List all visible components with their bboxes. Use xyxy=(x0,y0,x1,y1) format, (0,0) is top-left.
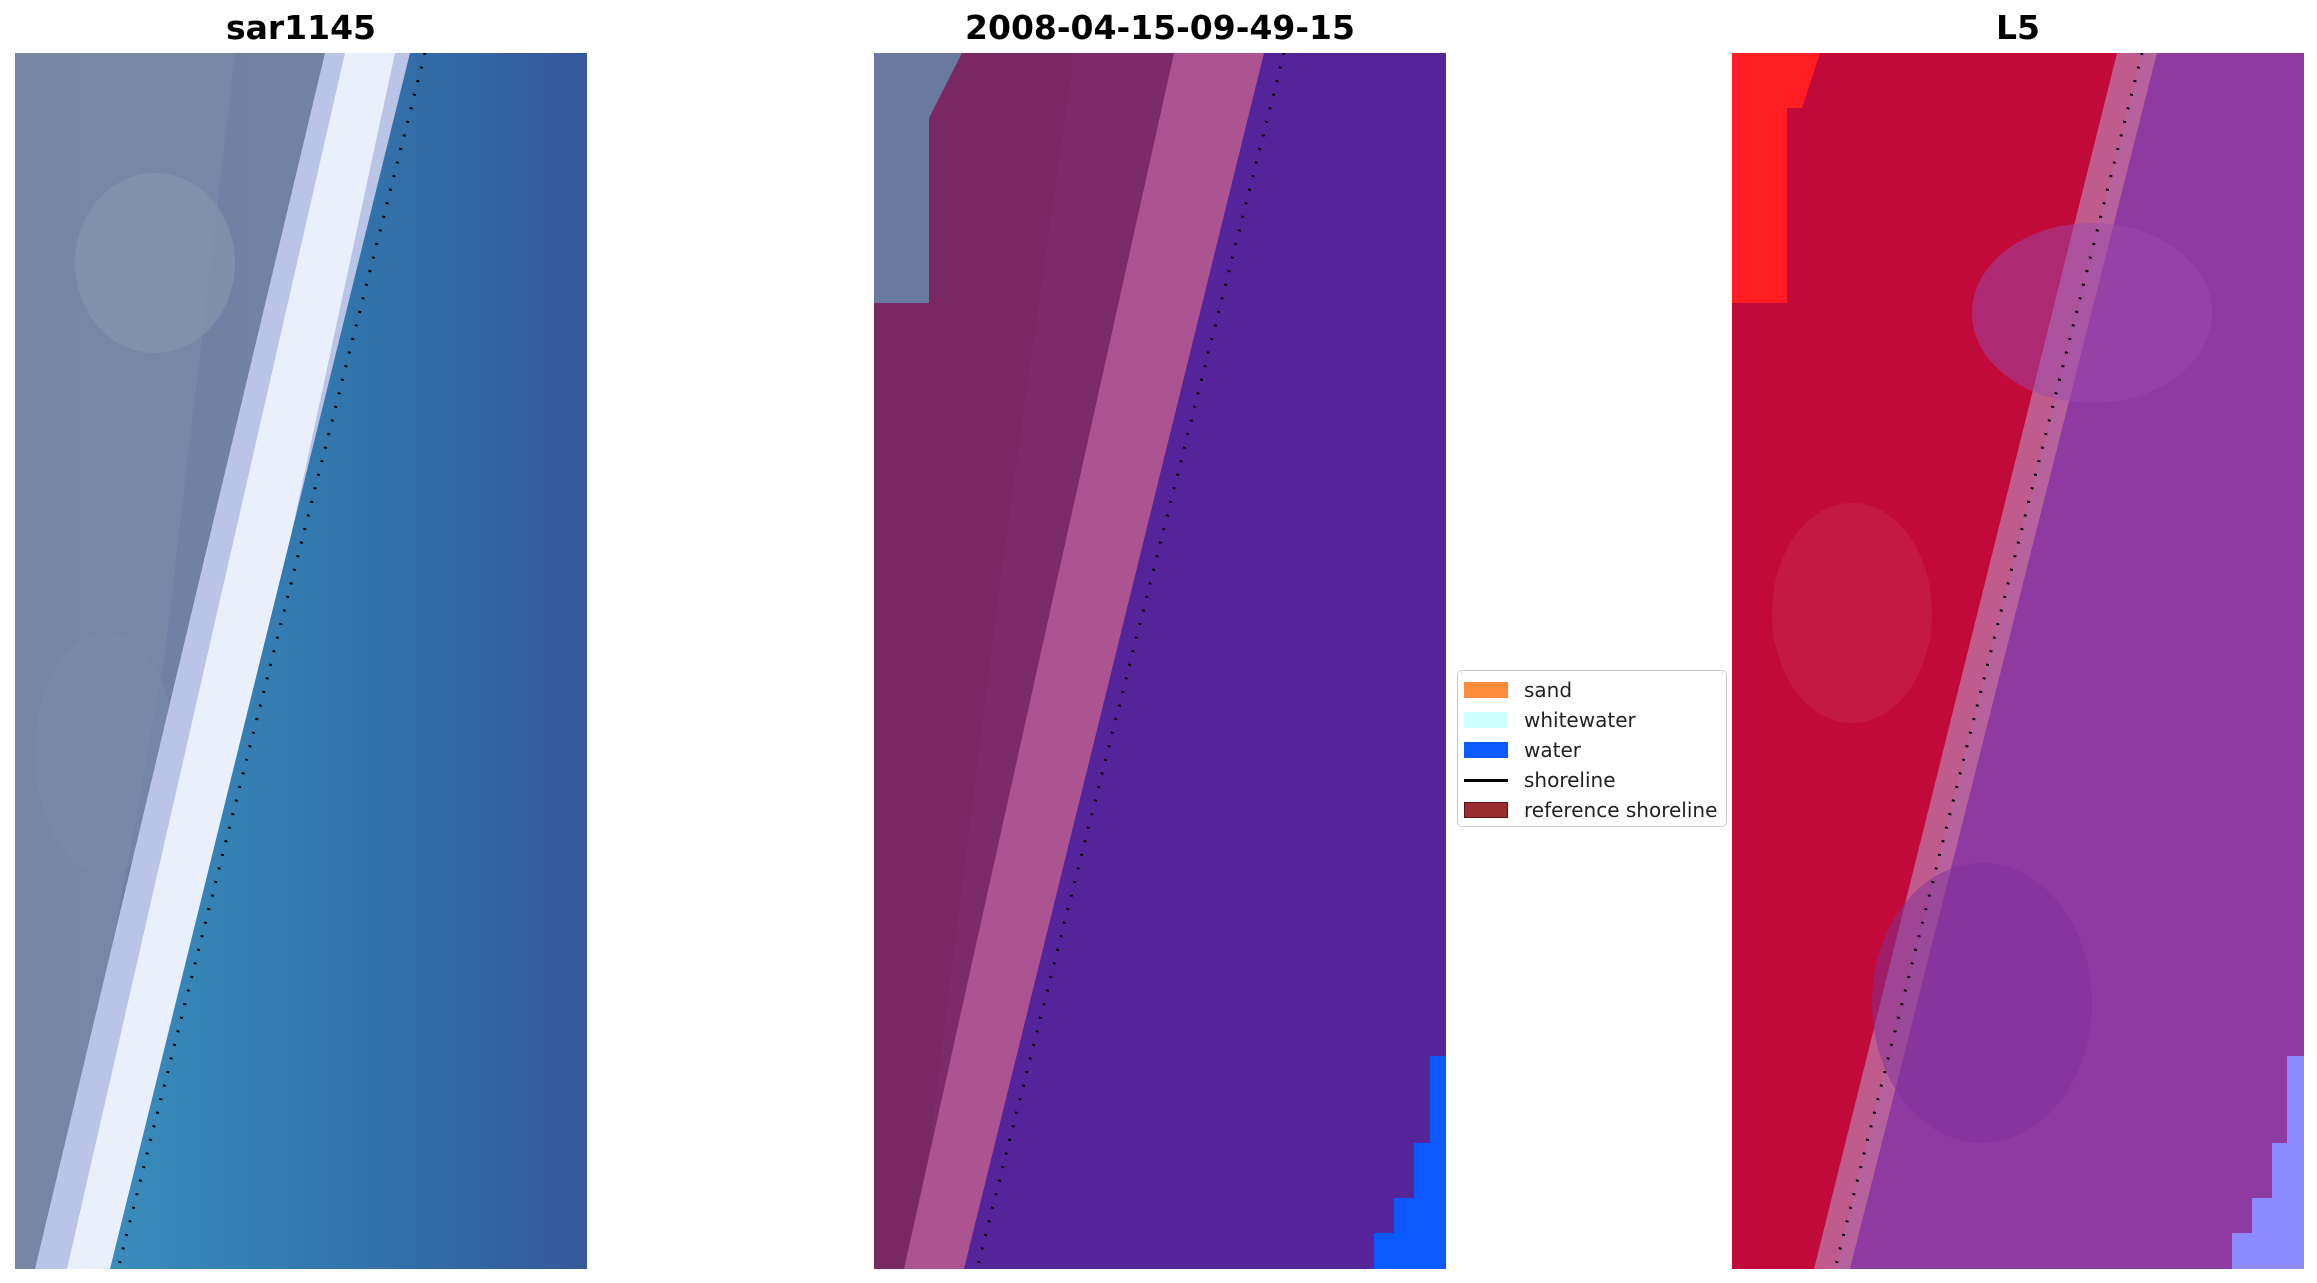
land-texture xyxy=(15,53,235,1269)
legend-swatch-sand xyxy=(1464,682,1508,698)
legend-label-water: water xyxy=(1524,738,1581,762)
water-class xyxy=(1374,1056,1446,1269)
legend-item-water: water xyxy=(1464,737,1581,763)
panel-title-index: L5 xyxy=(1996,8,2040,47)
legend-label-reference-shoreline: reference shoreline xyxy=(1524,798,1718,822)
panel-title-classified: 2008-04-15-09-49-15 xyxy=(965,8,1355,47)
legend-label-whitewater: whitewater xyxy=(1524,708,1636,732)
legend-label-sand: sand xyxy=(1524,678,1573,702)
legend-line-shoreline xyxy=(1464,778,1508,782)
legend-swatch-reference-shoreline xyxy=(1464,802,1508,818)
legend-item-reference-shoreline: reference shoreline xyxy=(1464,797,1717,823)
rgb-image xyxy=(15,53,587,1269)
legend-item-shoreline: shoreline xyxy=(1464,767,1616,793)
legend-item-sand: sand xyxy=(1464,677,1572,703)
surf-core xyxy=(67,53,395,1269)
legend-item-whitewater: whitewater xyxy=(1464,707,1636,733)
sea-class xyxy=(964,53,1446,1269)
legend-swatch-water xyxy=(1464,742,1508,758)
index-image xyxy=(1732,53,2304,1269)
low-index-corner xyxy=(2232,1056,2304,1269)
legend: sand whitewater water shoreline referenc… xyxy=(1457,670,1727,827)
unclassified-corner xyxy=(874,53,962,303)
high-index-corner xyxy=(1732,53,1820,303)
legend-label-shoreline: shoreline xyxy=(1524,768,1616,792)
panel-title-rgb: sar1145 xyxy=(225,8,377,47)
legend-swatch-whitewater xyxy=(1464,712,1508,728)
classified-image xyxy=(874,53,1446,1269)
sea xyxy=(110,53,587,1269)
